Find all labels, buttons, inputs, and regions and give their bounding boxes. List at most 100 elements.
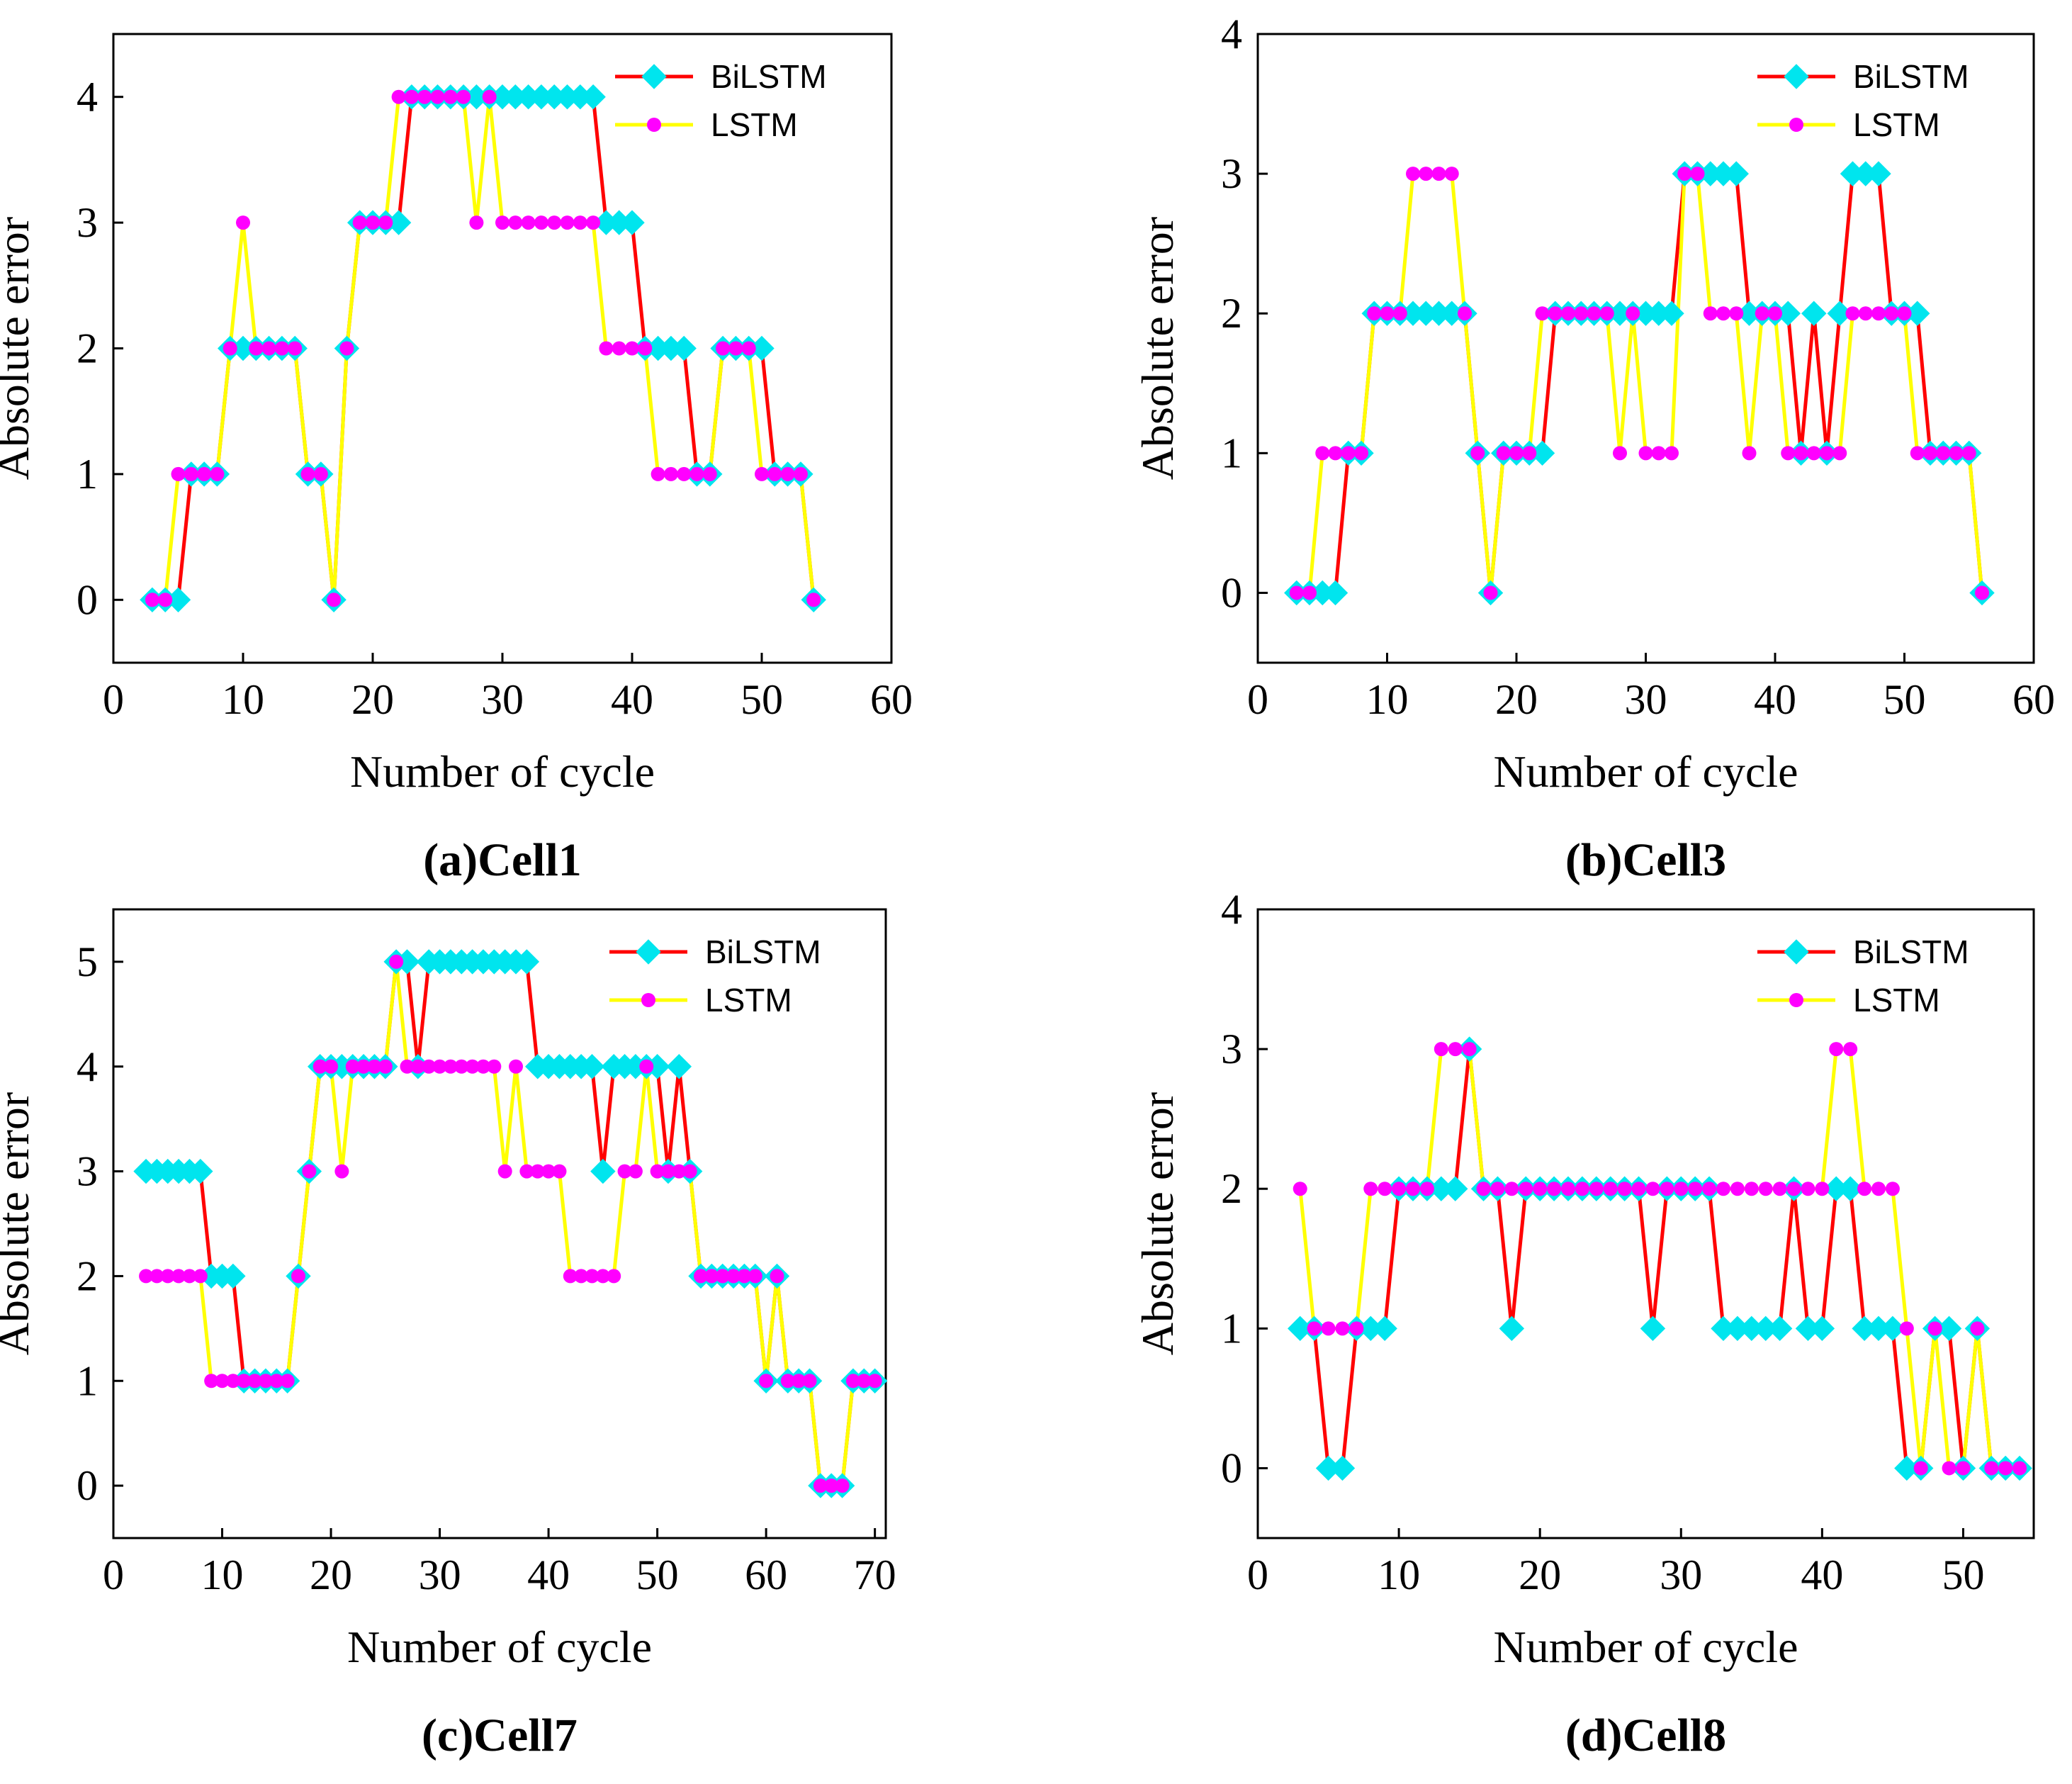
legend-label-bilstm: BiLSTM (1853, 58, 1969, 95)
lstm-point (432, 1059, 447, 1074)
legend-label-bilstm: BiLSTM (705, 933, 821, 970)
lstm-point (404, 89, 419, 104)
lstm-point (660, 1164, 675, 1179)
lstm-point (1548, 306, 1563, 321)
lstm-point (367, 1059, 382, 1074)
x-tick-label: 0 (1247, 676, 1268, 723)
lstm-point (563, 1269, 578, 1284)
lstm-point (261, 341, 276, 356)
bilstm-point (1372, 1315, 1397, 1342)
legend-marker-bilstm (636, 939, 661, 965)
lstm-point (1458, 306, 1472, 321)
lstm-point (1341, 446, 1356, 461)
lstm-point (1744, 1182, 1759, 1196)
lstm-point (1858, 306, 1873, 321)
lstm-point (689, 466, 704, 481)
x-tick-label: 50 (1942, 1552, 1984, 1598)
lstm-point (288, 341, 303, 356)
legend-label-lstm: LSTM (711, 106, 798, 143)
lstm-point (1927, 1321, 1942, 1336)
lstm-point (352, 215, 367, 230)
lstm-point (389, 954, 404, 969)
lstm-point (672, 1164, 687, 1179)
y-tick-label: 3 (1221, 1026, 1242, 1072)
lstm-point (1367, 306, 1382, 321)
lstm-point (702, 466, 717, 481)
lstm-point (1703, 306, 1718, 321)
x-tick-label: 60 (745, 1552, 787, 1598)
lstm-point (845, 1374, 860, 1389)
lstm-point (274, 341, 289, 356)
lstm-point (835, 1479, 850, 1493)
lstm-point (1730, 1182, 1745, 1196)
lstm-point (269, 1374, 284, 1389)
y-tick-label: 1 (77, 451, 98, 498)
lstm-point (728, 341, 743, 356)
panel-caption: (d)Cell8 (1565, 1710, 1726, 1761)
x-tick-label: 0 (103, 1552, 124, 1598)
lstm-point (139, 1269, 154, 1284)
y-axis-title: Absolute error (0, 1092, 38, 1355)
x-tick-label: 20 (351, 676, 394, 723)
lstm-point (366, 215, 380, 230)
legend-marker-bilstm (1784, 939, 1809, 965)
lstm-point (650, 1164, 665, 1179)
lstm-point (1378, 1182, 1392, 1196)
lstm-point (599, 341, 614, 356)
lstm-point (378, 215, 393, 230)
lstm-point (1716, 306, 1730, 321)
lstm-point (547, 215, 562, 230)
y-tick-label: 4 (1221, 886, 1242, 933)
lstm-point (236, 215, 250, 230)
chart-panel-4: 0 10 20 30 40 50 0 1 2 3 4 Number of cycle Absolute … (1132, 886, 2035, 1761)
bilstm-point (580, 84, 606, 110)
lstm-point (1519, 1182, 1533, 1196)
legend-label-lstm: LSTM (1853, 106, 1940, 143)
lstm-point (1674, 1182, 1689, 1196)
lstm-point (1380, 306, 1395, 321)
y-tick-label: 1 (1221, 430, 1242, 476)
lstm-point (802, 1374, 817, 1389)
lstm-point (1533, 1182, 1548, 1196)
lstm-point (1354, 446, 1368, 461)
lstm-point (171, 1269, 186, 1284)
lstm-point (715, 1269, 730, 1284)
lstm-point (625, 341, 639, 356)
lstm-point (534, 215, 548, 230)
bilstm-point (1499, 1315, 1525, 1342)
lstm-point (1857, 1182, 1872, 1196)
bilstm-point (590, 1158, 616, 1184)
legend-marker-bilstm (1784, 64, 1809, 89)
lstm-point (422, 1059, 437, 1074)
lstm-point (1315, 446, 1330, 461)
legend-label-bilstm: BiLSTM (1853, 933, 1969, 970)
lstm-point (1690, 167, 1705, 181)
lstm-point (1897, 306, 1912, 321)
legend-label-lstm: LSTM (705, 982, 792, 1019)
lstm-point (1335, 1321, 1350, 1336)
lstm-point (770, 1269, 784, 1284)
lstm-point (663, 466, 678, 481)
lstm-point (560, 215, 575, 230)
bilstm-point (1767, 1315, 1793, 1342)
lstm-point (1535, 306, 1550, 321)
lstm-point (1702, 1182, 1717, 1196)
bilstm-point (1936, 1315, 1962, 1342)
lstm-point (1293, 1182, 1307, 1196)
panel-caption: (c)Cell7 (422, 1710, 578, 1761)
lstm-point (607, 1269, 621, 1284)
lstm-point (628, 1164, 643, 1179)
lstm-point (313, 466, 328, 481)
lstm-point (1613, 446, 1627, 461)
x-tick-label: 40 (527, 1552, 570, 1598)
x-tick-label: 30 (1625, 676, 1667, 723)
lstm-point (249, 341, 264, 356)
lstm-point (677, 466, 692, 481)
lstm-point (2012, 1461, 2027, 1476)
lstm-point (1781, 446, 1796, 461)
lstm-point (585, 1269, 599, 1284)
y-tick-label: 4 (1221, 11, 1242, 57)
lstm-point (1289, 585, 1304, 600)
lstm-point (509, 1059, 524, 1074)
bilstm-point (514, 949, 540, 975)
